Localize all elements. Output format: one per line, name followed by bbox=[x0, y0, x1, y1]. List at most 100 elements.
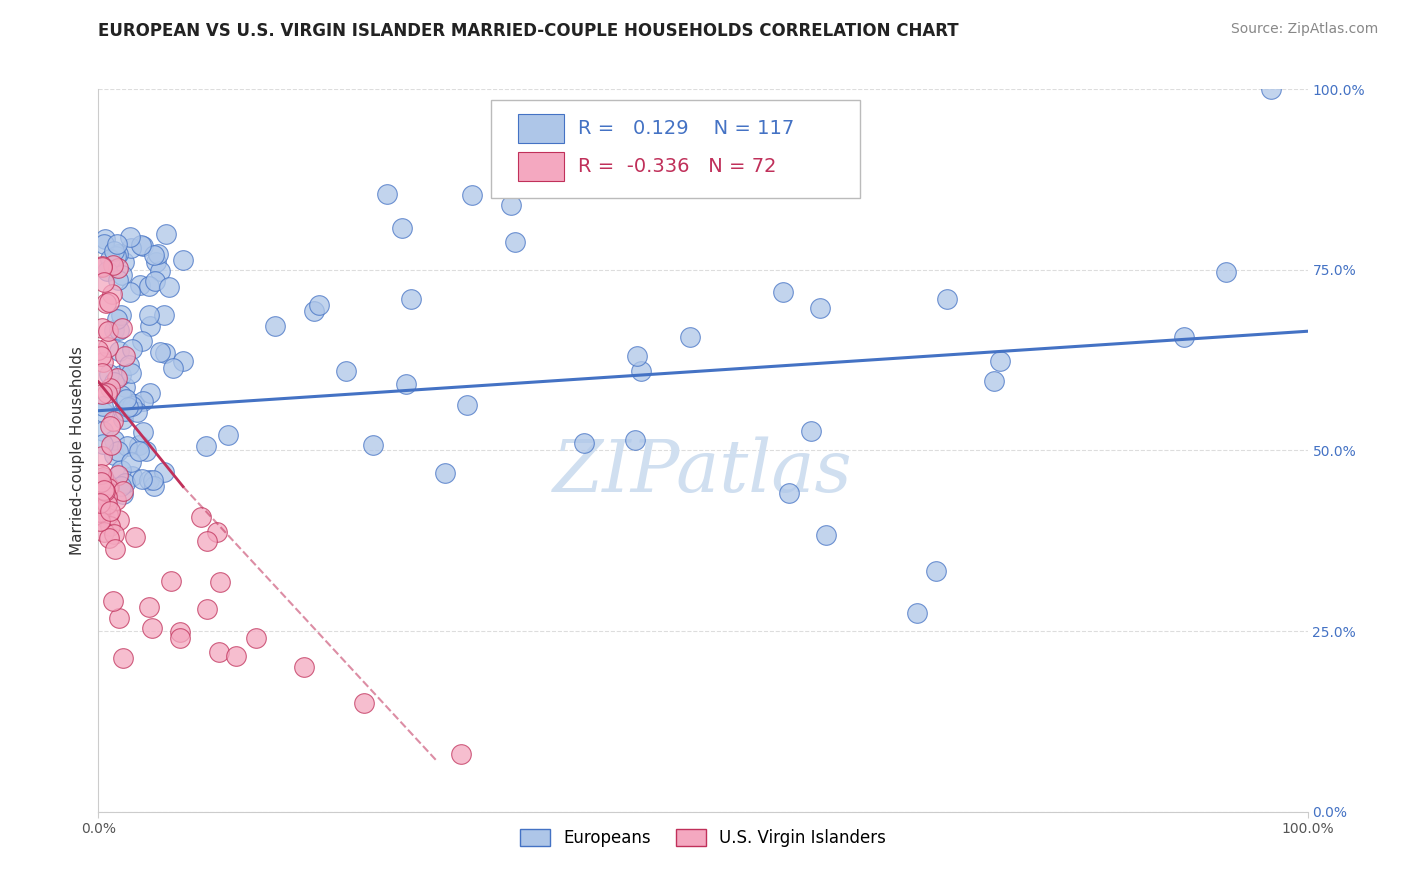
Point bbox=[131, 334, 153, 348]
Point bbox=[96, 264, 118, 278]
Point bbox=[148, 246, 170, 260]
FancyBboxPatch shape bbox=[492, 100, 860, 198]
Point bbox=[121, 400, 143, 414]
Point bbox=[135, 443, 157, 458]
Point bbox=[93, 237, 115, 252]
Legend: Europeans, U.S. Virgin Islanders: Europeans, U.S. Virgin Islanders bbox=[513, 822, 893, 854]
Point bbox=[172, 354, 194, 368]
Point bbox=[128, 438, 150, 452]
Point bbox=[91, 470, 114, 484]
Point bbox=[91, 449, 114, 463]
Point bbox=[905, 607, 928, 621]
Point bbox=[149, 344, 172, 359]
Point bbox=[103, 323, 125, 337]
Point bbox=[91, 472, 114, 486]
Point bbox=[122, 397, 145, 411]
Point bbox=[103, 433, 125, 447]
Point bbox=[90, 366, 112, 380]
Point bbox=[1173, 330, 1195, 344]
Point bbox=[93, 275, 115, 289]
Point bbox=[139, 386, 162, 401]
Point bbox=[97, 340, 120, 354]
Point bbox=[925, 564, 948, 578]
Point bbox=[90, 475, 112, 489]
Point bbox=[112, 254, 135, 268]
Point bbox=[91, 321, 114, 335]
Point bbox=[139, 319, 162, 334]
Point bbox=[91, 387, 114, 401]
Point bbox=[98, 518, 121, 533]
Point bbox=[115, 392, 138, 406]
Point bbox=[456, 398, 478, 412]
Text: ZIPatlas: ZIPatlas bbox=[553, 437, 853, 508]
Point bbox=[131, 472, 153, 486]
Point bbox=[98, 252, 121, 267]
Point bbox=[353, 696, 375, 710]
Point bbox=[87, 343, 110, 357]
Point bbox=[169, 631, 191, 645]
Point bbox=[93, 510, 115, 524]
Point bbox=[122, 397, 145, 411]
Point bbox=[98, 295, 121, 310]
Point bbox=[679, 329, 702, 343]
Point bbox=[245, 632, 267, 646]
Point bbox=[138, 600, 160, 615]
Point bbox=[97, 325, 120, 339]
Point bbox=[107, 513, 129, 527]
Point bbox=[110, 479, 132, 493]
Point bbox=[94, 295, 117, 310]
Point bbox=[93, 495, 115, 509]
Point bbox=[110, 308, 132, 322]
Point bbox=[572, 435, 595, 450]
Point bbox=[96, 497, 118, 511]
Point bbox=[97, 481, 120, 495]
Point bbox=[375, 187, 398, 202]
Point bbox=[97, 480, 120, 494]
Point bbox=[90, 349, 112, 363]
Point bbox=[101, 414, 124, 428]
Point bbox=[626, 349, 648, 363]
Bar bbox=[517, 114, 564, 144]
Point bbox=[195, 602, 218, 616]
Point bbox=[391, 220, 413, 235]
Point bbox=[101, 594, 124, 608]
Point bbox=[90, 467, 112, 481]
Point bbox=[100, 287, 122, 301]
Text: EUROPEAN VS U.S. VIRGIN ISLANDER MARRIED-COUPLE HOUSEHOLDS CORRELATION CHART: EUROPEAN VS U.S. VIRGIN ISLANDER MARRIED… bbox=[98, 22, 959, 40]
Point bbox=[114, 349, 136, 363]
Point bbox=[138, 279, 160, 293]
Point bbox=[292, 660, 315, 674]
Point bbox=[103, 527, 125, 541]
Point bbox=[114, 403, 136, 417]
Point bbox=[98, 504, 121, 518]
Point bbox=[205, 525, 228, 540]
Point bbox=[112, 412, 135, 426]
Point bbox=[172, 253, 194, 268]
Point bbox=[96, 490, 118, 504]
Point bbox=[935, 292, 957, 306]
Point bbox=[93, 499, 115, 513]
Point bbox=[1260, 82, 1282, 96]
Point bbox=[89, 505, 111, 519]
Point bbox=[434, 467, 457, 481]
Point bbox=[983, 374, 1005, 388]
Point bbox=[138, 473, 160, 487]
Point bbox=[104, 249, 127, 263]
Text: R =  -0.336   N = 72: R = -0.336 N = 72 bbox=[578, 157, 778, 176]
Point bbox=[93, 483, 115, 498]
Y-axis label: Married-couple Households: Married-couple Households bbox=[69, 346, 84, 555]
Point bbox=[111, 268, 134, 282]
Point bbox=[104, 541, 127, 556]
Point bbox=[988, 354, 1011, 368]
Point bbox=[91, 405, 114, 419]
Point bbox=[89, 514, 111, 528]
Point bbox=[124, 530, 146, 544]
Point bbox=[149, 264, 172, 278]
Point bbox=[800, 425, 823, 439]
Point bbox=[162, 360, 184, 375]
Point bbox=[335, 363, 357, 377]
Point bbox=[96, 508, 118, 523]
Point bbox=[110, 368, 132, 382]
Point bbox=[461, 188, 484, 202]
Point bbox=[141, 473, 163, 487]
